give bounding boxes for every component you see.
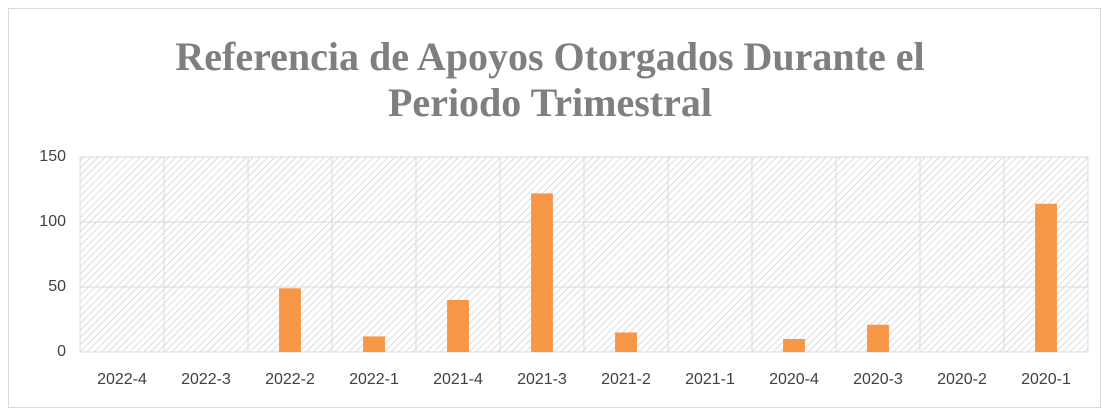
x-tick-label: 2020-1 — [1021, 371, 1071, 388]
x-tick-label: 2021-4 — [433, 371, 483, 388]
bar — [531, 193, 553, 352]
x-tick-label: 2022-3 — [181, 371, 231, 388]
x-tick-label: 2021-3 — [517, 371, 567, 388]
x-tick-label: 2020-3 — [853, 371, 903, 388]
x-tick-label: 2020-4 — [769, 371, 819, 388]
bar — [615, 332, 637, 352]
x-tick-label: 2022-4 — [97, 371, 147, 388]
x-tick-label: 2020-2 — [937, 371, 987, 388]
x-tick-label: 2022-2 — [265, 371, 315, 388]
bar — [363, 336, 385, 352]
y-tick-label: 100 — [39, 213, 66, 230]
chart-title: Referencia de Apoyos Otorgados Durante e… — [175, 34, 925, 125]
bar — [447, 300, 469, 352]
bar — [279, 288, 301, 352]
y-tick-label: 0 — [57, 343, 66, 360]
x-tick-label: 2021-1 — [685, 371, 735, 388]
x-tick-label: 2022-1 — [349, 371, 399, 388]
bar — [1035, 203, 1057, 352]
bar — [783, 339, 805, 352]
y-tick-label: 50 — [48, 278, 66, 295]
bar — [867, 324, 889, 352]
y-tick-label: 150 — [39, 148, 66, 165]
x-tick-label: 2021-2 — [601, 371, 651, 388]
